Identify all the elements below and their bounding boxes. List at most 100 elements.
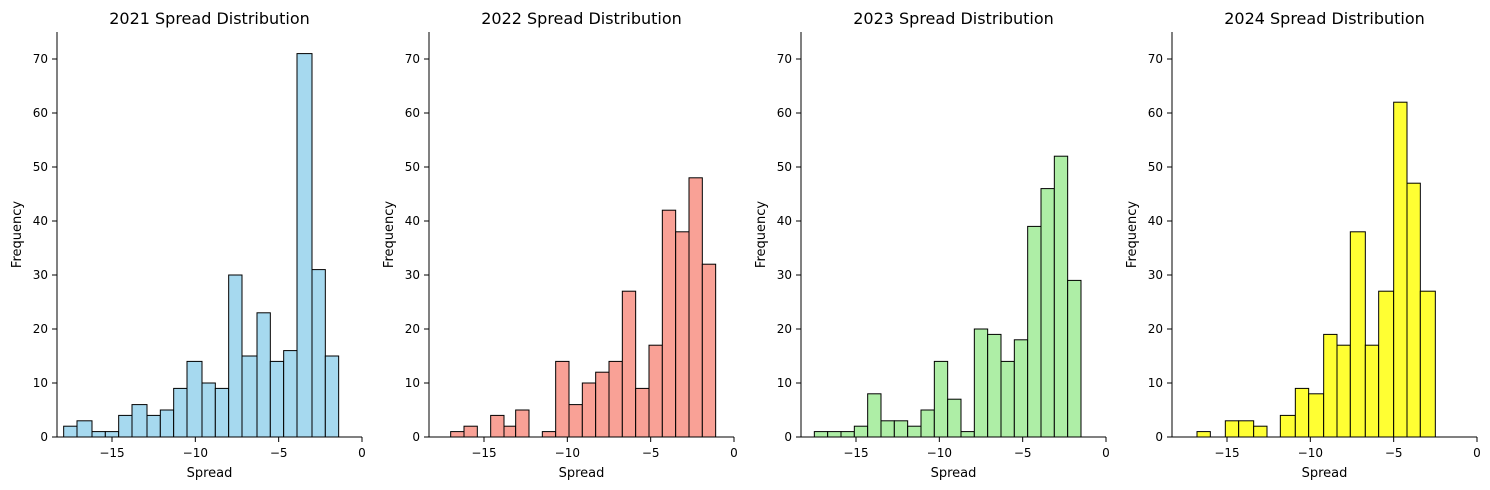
histogram-bar — [1378, 290, 1395, 438]
x-tick-label: 0 — [1102, 446, 1110, 460]
histogram-bar — [541, 431, 557, 438]
x-tick-label: 0 — [1473, 446, 1481, 460]
chart-panel-1: −15 −10 −5 0 0 10 20 30 40 50 60 70 2021 Spread Dist… — [10, 9, 366, 481]
y-tick-label: 20 — [1148, 322, 1163, 336]
y-tick-label: 0 — [1155, 430, 1163, 444]
y-tick-label: 50 — [33, 160, 48, 174]
y-tick-label: 10 — [1148, 376, 1163, 390]
histogram-bar — [186, 360, 203, 438]
histogram-bar — [581, 382, 597, 438]
y-tick-label: 30 — [1148, 268, 1163, 282]
histogram-bar — [1406, 182, 1421, 438]
histogram-bar — [933, 360, 949, 438]
histogram-bar — [515, 409, 530, 438]
y-axis-label: Frequency — [754, 201, 769, 268]
histogram-bar — [283, 350, 298, 438]
y-tick-label: 30 — [777, 268, 792, 282]
y-tick-label: 10 — [777, 376, 792, 390]
x-axis-label: Spread — [1302, 466, 1348, 481]
histogram-bar — [63, 425, 78, 438]
y-tick-label: 60 — [1148, 106, 1163, 120]
x-tick-label: −15 — [1214, 446, 1239, 460]
y-tick-label: 40 — [33, 214, 48, 228]
chart-title: 2022 Spread Distribution — [481, 9, 682, 28]
histogram-bar — [608, 360, 623, 438]
x-tick-label: −15 — [843, 446, 868, 460]
histogram-bar — [701, 263, 717, 438]
histogram-bar — [503, 425, 517, 438]
chart-title: 2021 Spread Distribution — [109, 9, 310, 28]
y-tick-label: 10 — [33, 376, 48, 390]
histogram-bar — [880, 420, 895, 438]
histogram-bar — [595, 371, 610, 438]
histogram-bar — [490, 414, 505, 438]
histogram-bar — [1279, 414, 1296, 438]
histogram-bar — [568, 404, 583, 438]
histogram-bar — [1308, 393, 1325, 438]
histogram-bar — [450, 431, 465, 438]
x-tick-label: −10 — [1298, 446, 1323, 460]
x-tick-label: −10 — [555, 446, 580, 460]
histogram-bar — [1067, 279, 1082, 438]
histogram-bar — [947, 398, 962, 438]
y-tick-label: 60 — [33, 106, 48, 120]
y-tick-label: 70 — [405, 52, 420, 66]
histogram-bar — [324, 355, 340, 438]
y-tick-label: 30 — [405, 268, 420, 282]
y-tick-label: 40 — [777, 214, 792, 228]
x-axis-label: Spread — [187, 466, 233, 481]
x-tick-label: −5 — [1385, 446, 1403, 460]
y-tick-label: 50 — [1148, 160, 1163, 174]
histogram-bar — [688, 177, 703, 438]
x-tick-label: −15 — [99, 446, 124, 460]
histogram-bar — [661, 209, 677, 438]
histogram-bar — [853, 425, 869, 438]
histogram-bar — [960, 431, 975, 438]
x-tick-label: −10 — [927, 446, 952, 460]
y-tick-label: 30 — [33, 268, 48, 282]
histogram-bar — [840, 431, 855, 438]
histogram-bar — [621, 290, 637, 438]
histogram-bar — [76, 420, 93, 438]
histogram-bar — [907, 425, 922, 438]
x-tick-label: −5 — [270, 446, 288, 460]
histogram-bar — [1419, 290, 1436, 438]
y-tick-label: 50 — [777, 160, 792, 174]
histogram-bar — [675, 231, 690, 438]
histogram-bar — [1336, 344, 1351, 438]
histogram-bar — [1349, 231, 1366, 438]
y-tick-label: 10 — [405, 376, 420, 390]
y-tick-label: 60 — [405, 106, 420, 120]
histogram-bar — [987, 333, 1002, 438]
histogram-bar — [893, 420, 909, 438]
x-axis-label: Spread — [559, 466, 605, 481]
histogram-bar — [1196, 431, 1211, 438]
histogram-bar — [1294, 387, 1310, 438]
histogram-bar — [555, 360, 570, 438]
y-tick-label: 0 — [40, 430, 48, 444]
y-axis-label: Frequency — [10, 201, 25, 268]
histogram-bar — [201, 382, 216, 438]
y-tick-label: 0 — [412, 430, 420, 444]
histogram-bar — [1040, 188, 1055, 438]
histogram-bar — [241, 355, 258, 438]
histogram-bar — [214, 387, 230, 438]
histogram-bar — [91, 431, 106, 438]
y-tick-label: 50 — [405, 160, 420, 174]
histogram-bar — [269, 360, 285, 438]
y-tick-label: 40 — [1148, 214, 1163, 228]
histogram-bar — [827, 431, 842, 438]
histogram-bar — [867, 393, 882, 438]
chart-title: 2023 Spread Distribution — [853, 9, 1054, 28]
histogram-bar — [813, 431, 829, 438]
histogram-bar — [1027, 225, 1042, 438]
histogram-bar — [104, 431, 120, 438]
x-tick-label: 0 — [358, 446, 366, 460]
histogram-bar — [648, 344, 663, 438]
y-tick-label: 20 — [405, 322, 420, 336]
chart-panel-3: −15 −10 −5 0 0 10 20 30 40 50 60 70 2023 Spread Dist… — [754, 9, 1110, 481]
x-tick-label: −5 — [1014, 446, 1032, 460]
histogram-bar — [159, 409, 175, 438]
y-tick-label: 60 — [777, 106, 792, 120]
